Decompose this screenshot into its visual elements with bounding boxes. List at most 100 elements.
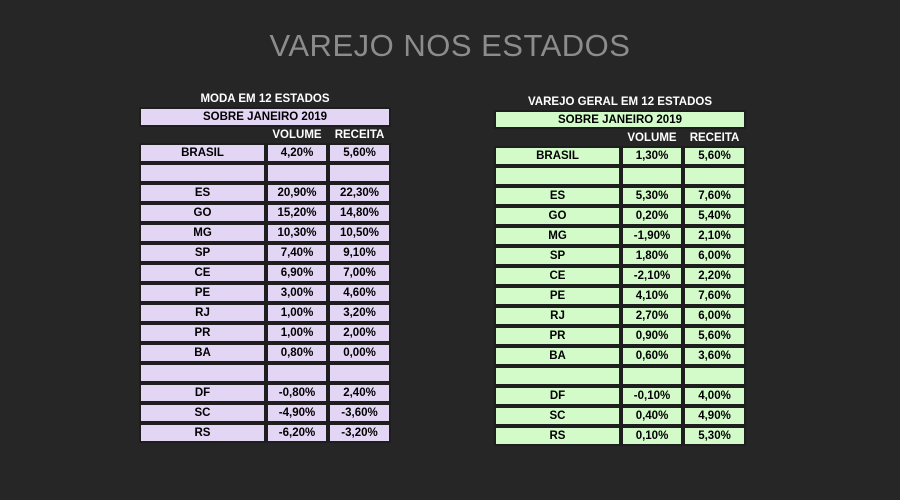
volume-cell: -4,90% (266, 403, 328, 423)
varejo-geral-table-body: VAREJO GERAL EM 12 ESTADOS SOBRE JANEIRO … (494, 94, 747, 446)
volume-cell: 4,10% (621, 286, 683, 306)
receita-cell (328, 163, 392, 183)
table-row: RJ 1,00% 3,20% (139, 303, 392, 323)
table-row: PR 0,90% 5,60% (494, 326, 747, 346)
receita-cell: 2,40% (328, 383, 392, 403)
state-cell: SC (139, 403, 266, 423)
table-row: GO 15,20% 14,80% (139, 203, 392, 223)
state-cell: MG (494, 226, 621, 246)
state-cell: GO (139, 203, 266, 223)
receita-cell: 4,90% (683, 406, 747, 426)
volume-cell: -0,10% (621, 386, 683, 406)
volume-cell: 2,70% (621, 306, 683, 326)
receita-cell: 7,60% (683, 286, 747, 306)
table-row: RS -6,20% -3,20% (139, 423, 392, 443)
volume-cell: -6,20% (266, 423, 328, 443)
moda-table-body: MODA EM 12 ESTADOS SOBRE JANEIRO 2019 VOLU… (139, 90, 392, 443)
table-row (494, 366, 747, 386)
volume-cell: 1,80% (621, 246, 683, 266)
receita-cell: 3,20% (328, 303, 392, 323)
column-header-receita: RECEITA (334, 129, 385, 141)
column-header-volume: VOLUME (627, 131, 677, 144)
table-row: CE -2,10% 2,20% (494, 266, 747, 286)
column-header-blank (139, 127, 266, 143)
receita-cell: 3,60% (683, 346, 747, 366)
table-row (139, 163, 392, 183)
volume-cell: 15,20% (266, 203, 328, 223)
receita-cell: 4,00% (683, 386, 747, 406)
state-cell: PR (139, 323, 266, 343)
receita-cell: 14,80% (328, 203, 392, 223)
state-cell: RJ (139, 303, 266, 323)
column-header-receita: RECEITA (689, 131, 740, 144)
state-cell (139, 163, 266, 183)
receita-cell: -3,20% (328, 423, 392, 443)
state-cell: BA (139, 343, 266, 363)
state-cell: RS (494, 426, 621, 446)
volume-cell: 1,00% (266, 303, 328, 323)
table-caption: MODA EM 12 ESTADOS (200, 92, 330, 105)
state-cell (494, 366, 621, 386)
volume-cell: 0,60% (621, 346, 683, 366)
table-row (494, 166, 747, 186)
state-cell: BA (494, 346, 621, 366)
state-cell: DF (139, 383, 266, 403)
state-cell: CE (494, 266, 621, 286)
receita-cell: 4,60% (328, 283, 392, 303)
receita-cell: 7,00% (328, 263, 392, 283)
volume-cell (266, 163, 328, 183)
volume-cell: 4,20% (266, 143, 328, 163)
table-row: RJ 2,70% 6,00% (494, 306, 747, 326)
table-row: SP 1,80% 6,00% (494, 246, 747, 266)
receita-cell: 2,10% (683, 226, 747, 246)
receita-cell: 10,50% (328, 223, 392, 243)
volume-cell: 3,00% (266, 283, 328, 303)
table-row: ES 5,30% 7,60% (494, 186, 747, 206)
receita-cell: 2,20% (683, 266, 747, 286)
volume-cell: -1,90% (621, 226, 683, 246)
table-row: DF -0,10% 4,00% (494, 386, 747, 406)
table-row: ES 20,90% 22,30% (139, 183, 392, 203)
receita-cell: 6,00% (683, 246, 747, 266)
volume-cell: 10,30% (266, 223, 328, 243)
page-title: VAREJO NOS ESTADOS (269, 28, 631, 63)
table-row: DF -0,80% 2,40% (139, 383, 392, 403)
table-row: SP 7,40% 9,10% (139, 243, 392, 263)
receita-cell: 22,30% (328, 183, 392, 203)
table-subtitle: SOBRE JANEIRO 2019 (139, 107, 392, 127)
state-cell: MG (139, 223, 266, 243)
volume-cell: 1,00% (266, 323, 328, 343)
volume-cell (266, 363, 328, 383)
receita-cell (328, 363, 392, 383)
table-row: BRASIL 1,30% 5,60% (494, 146, 747, 166)
volume-cell: 5,30% (621, 186, 683, 206)
volume-cell: -2,10% (621, 266, 683, 286)
volume-cell: 0,10% (621, 426, 683, 446)
table-row: BA 0,60% 3,60% (494, 346, 747, 366)
receita-cell: 7,60% (683, 186, 747, 206)
volume-cell: 1,30% (621, 146, 683, 166)
state-cell: BRASIL (494, 146, 621, 166)
volume-cell: 0,90% (621, 326, 683, 346)
volume-cell: 0,20% (621, 206, 683, 226)
receita-cell: 5,40% (683, 206, 747, 226)
volume-cell: 0,40% (621, 406, 683, 426)
table-row: PE 3,00% 4,60% (139, 283, 392, 303)
state-cell: ES (494, 186, 621, 206)
volume-cell: 7,40% (266, 243, 328, 263)
column-header-blank (494, 129, 621, 146)
state-cell: PE (139, 283, 266, 303)
table-subtitle: SOBRE JANEIRO 2019 (494, 110, 747, 129)
moda-table: MODA EM 12 ESTADOS SOBRE JANEIRO 2019 VOLU… (139, 90, 392, 443)
state-cell: SP (494, 246, 621, 266)
state-cell: SP (139, 243, 266, 263)
receita-cell: -3,60% (328, 403, 392, 423)
table-row (139, 363, 392, 383)
state-cell: PR (494, 326, 621, 346)
receita-cell: 6,00% (683, 306, 747, 326)
table-row: RS 0,10% 5,30% (494, 426, 747, 446)
state-cell: CE (139, 263, 266, 283)
state-cell: BRASIL (139, 143, 266, 163)
table-row: PE 4,10% 7,60% (494, 286, 747, 306)
volume-cell (621, 166, 683, 186)
